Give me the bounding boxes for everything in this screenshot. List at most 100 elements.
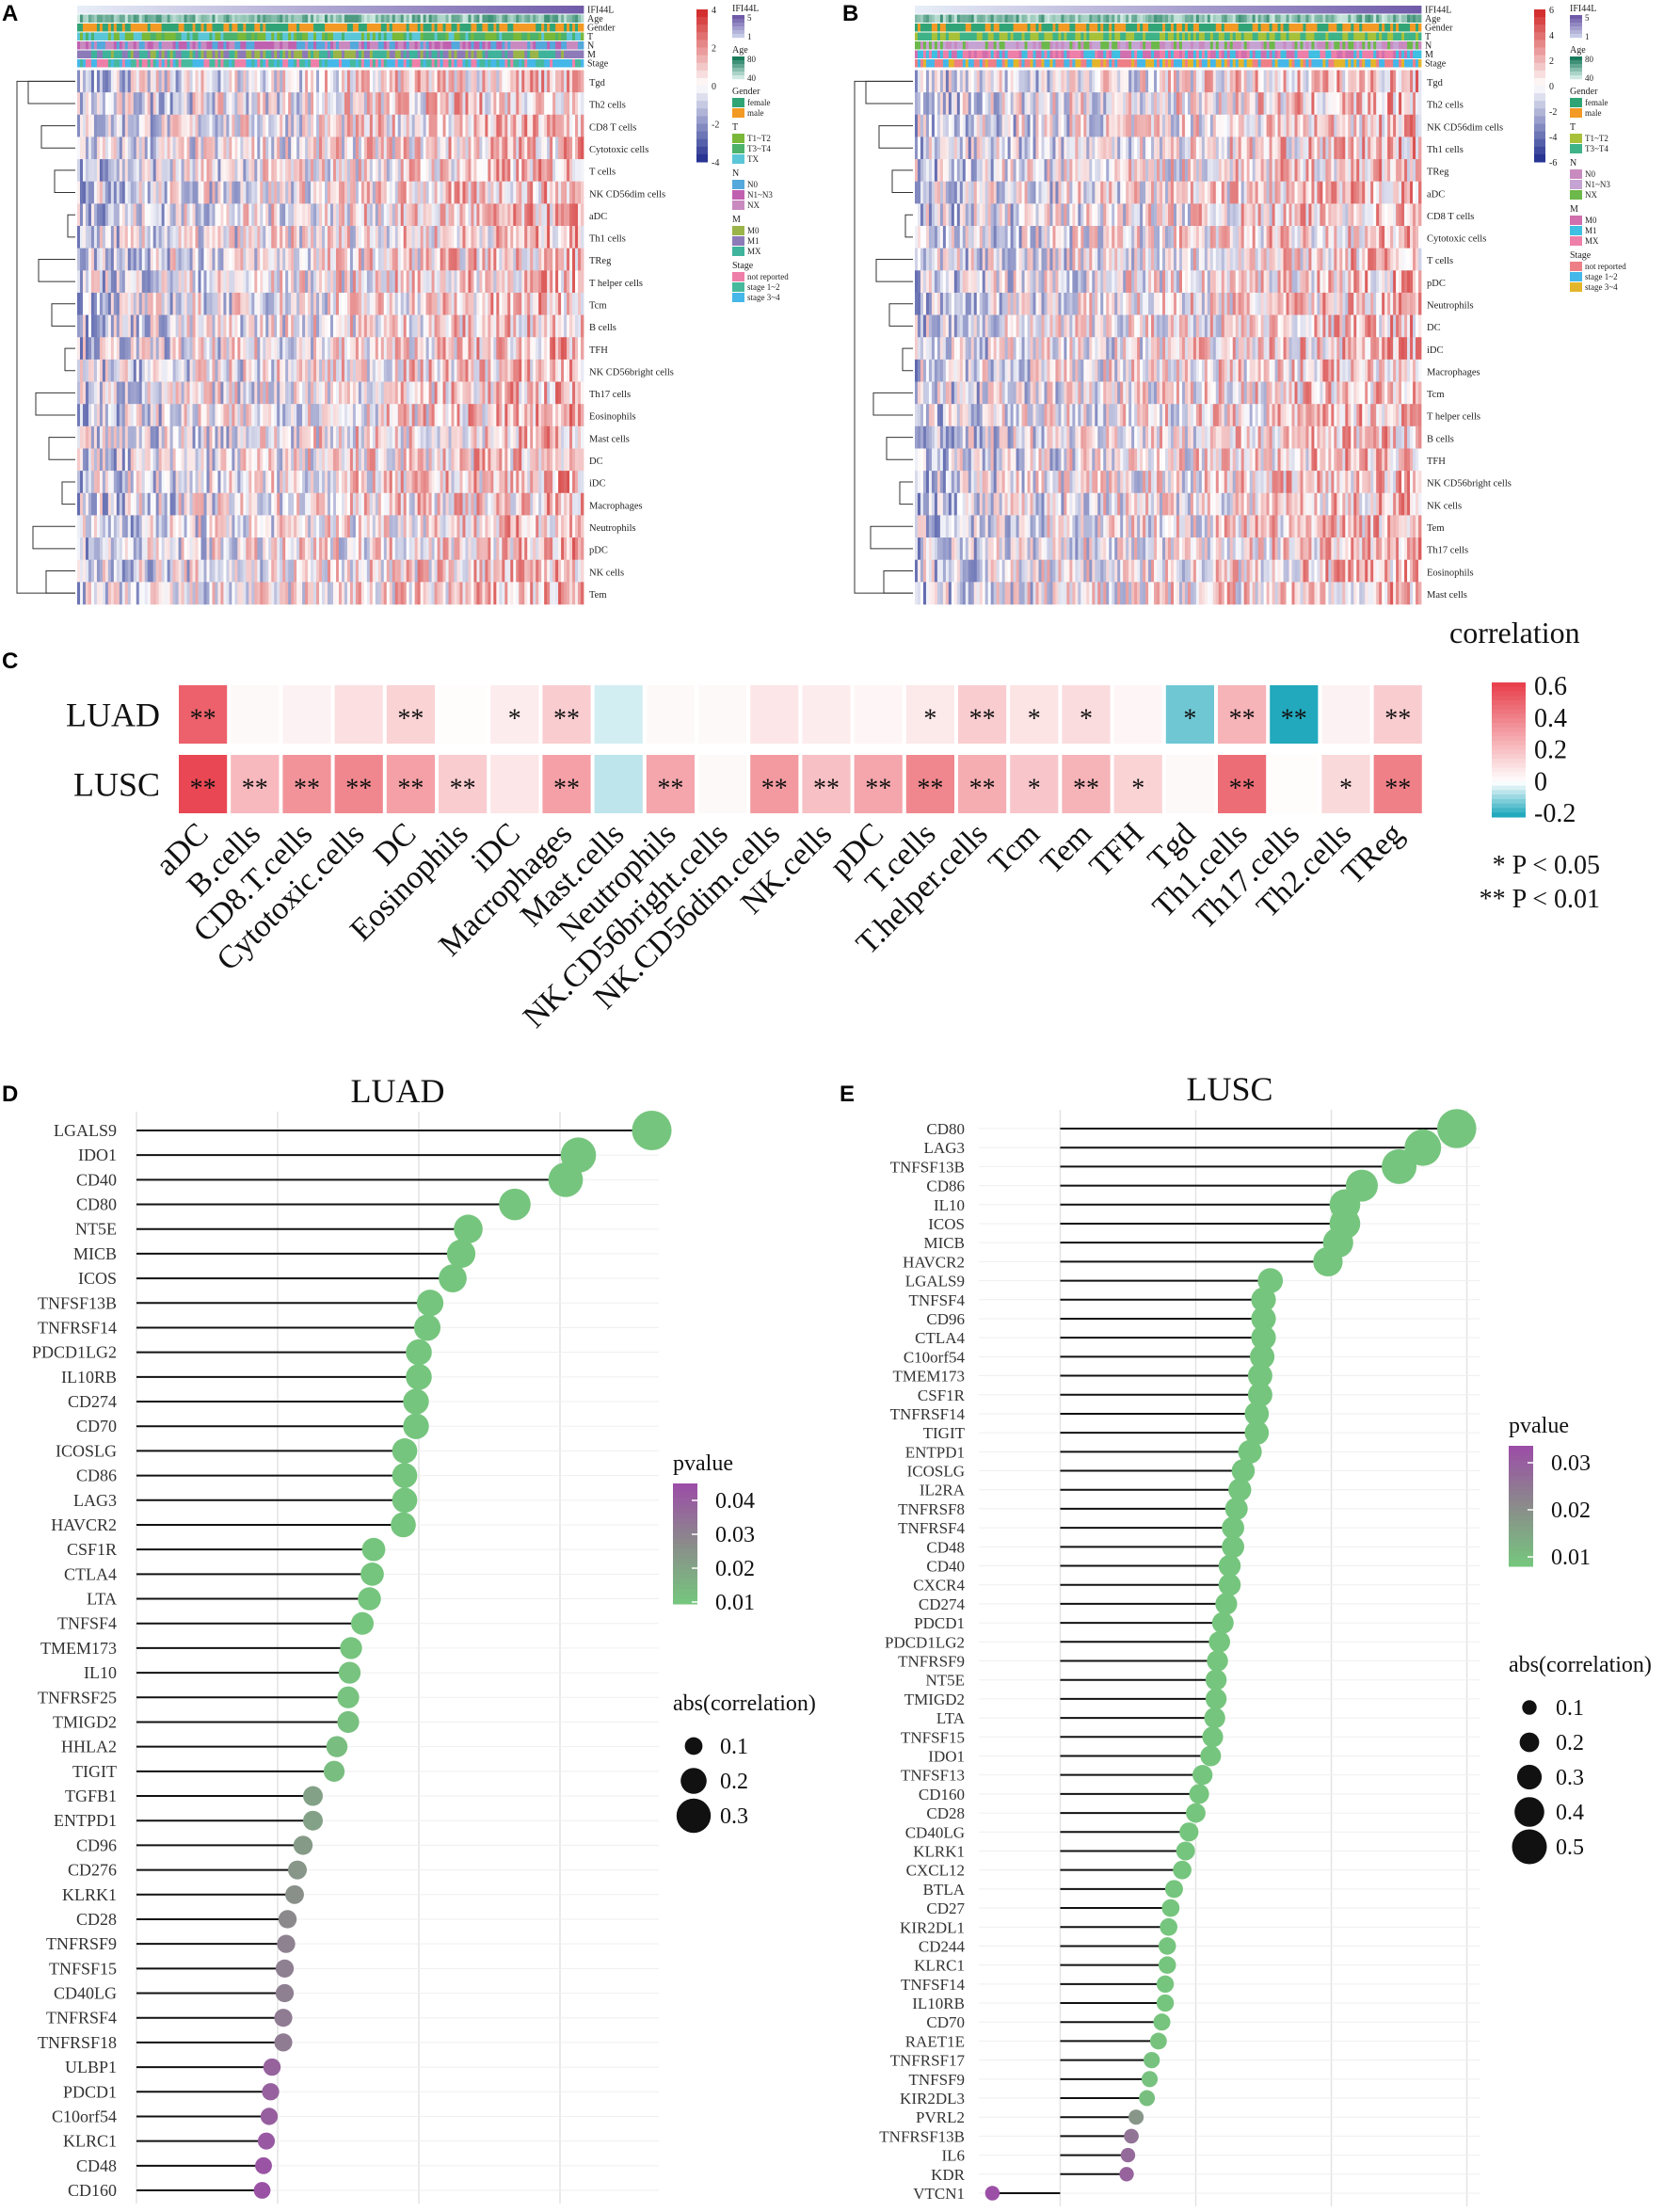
annotation-cell: [246, 32, 249, 40]
heatmap-cell: [330, 292, 334, 315]
annotation-cell: [302, 32, 306, 40]
heatmap-cell: [141, 471, 146, 494]
heatmap-cell: [341, 159, 345, 183]
heatmap-cell: [161, 70, 166, 93]
heatmap-cell: [476, 136, 480, 160]
heatmap-cell: [335, 404, 340, 427]
annotation-cell: [175, 59, 179, 68]
annotation-cell: [513, 6, 517, 14]
annotation-cell: [372, 50, 376, 58]
heatmap-cell: [338, 359, 343, 382]
annotation-cell: [456, 32, 460, 40]
annotation-cell: [322, 32, 326, 40]
heatmap-cell: [575, 136, 579, 160]
heatmap-cell: [144, 359, 149, 382]
heatmap-cell: [133, 404, 137, 427]
heatmap-cell: [524, 471, 528, 494]
heatmap-cell: [217, 226, 221, 248]
heatmap-cell: [406, 471, 410, 494]
heatmap-cell: [288, 92, 292, 116]
heatmap-cell: [516, 314, 520, 338]
heatmap-cell: [209, 337, 213, 361]
annotation-cell: [212, 41, 216, 50]
heatmap-cell: [328, 381, 331, 405]
heatmap-cell: [147, 270, 152, 294]
heatmap-cell: [425, 492, 430, 516]
heatmap-cell: [257, 226, 261, 248]
annotation-cell: [206, 50, 210, 58]
annotation-cell: [403, 32, 408, 40]
heatmap-cell: [144, 314, 149, 338]
heatmap-cell: [215, 292, 218, 315]
heatmap-cell: [200, 448, 204, 472]
heatmap-cell: [479, 314, 483, 338]
annotation-cell: [456, 14, 460, 23]
heatmap-cell: [110, 70, 115, 93]
heatmap-cell: [285, 448, 289, 472]
heatmap-cell: [96, 70, 101, 93]
heatmap-cell: [352, 471, 357, 494]
heatmap-cell: [355, 136, 360, 160]
heatmap-cell: [88, 381, 92, 405]
annotation-cell: [550, 50, 553, 58]
heatmap-cell: [431, 448, 435, 472]
heatmap-cell: [167, 248, 171, 271]
heatmap-cell: [277, 92, 280, 116]
heatmap-cell: [265, 203, 269, 227]
heatmap-cell: [158, 404, 163, 427]
heatmap-cell: [456, 114, 460, 137]
heatmap-cell: [451, 292, 455, 315]
heatmap-cell: [578, 226, 582, 248]
heatmap-cell: [147, 471, 152, 494]
heatmap-cell: [476, 203, 480, 227]
heatmap-cell: [445, 226, 449, 248]
annotation-cell: [406, 24, 410, 32]
heatmap-cell: [175, 292, 179, 315]
heatmap-cell: [124, 359, 129, 382]
annotation-cell: [133, 59, 137, 68]
heatmap-cell: [212, 359, 216, 382]
heatmap-cell: [141, 92, 146, 116]
heatmap-cell: [536, 270, 539, 294]
heatmap-cell: [257, 270, 261, 294]
heatmap-cell: [558, 248, 562, 271]
annotation-cell: [294, 41, 297, 50]
heatmap-cell: [136, 471, 140, 494]
annotation-cell: [383, 59, 388, 68]
annotation-cell: [195, 24, 199, 32]
heatmap-cell: [302, 136, 306, 160]
heatmap-cell: [519, 181, 522, 204]
heatmap-cell: [288, 337, 292, 361]
annotation-cell: [389, 50, 393, 58]
annotation-cell: [555, 41, 559, 50]
heatmap-cell: [414, 492, 419, 516]
heatmap-cell: [355, 337, 360, 361]
heatmap-cell: [550, 159, 553, 183]
heatmap-cell: [164, 70, 168, 93]
annotation-cell: [431, 32, 435, 40]
heatmap-cell: [456, 404, 460, 427]
heatmap-cell: [299, 337, 303, 361]
heatmap-cell: [417, 114, 422, 137]
heatmap-cell: [330, 70, 334, 93]
annotation-cell: [119, 32, 123, 40]
heatmap-cell: [172, 70, 177, 93]
heatmap-cell: [121, 381, 126, 405]
heatmap-cell: [141, 448, 146, 472]
heatmap-cell: [456, 381, 460, 405]
heatmap-cell: [451, 448, 455, 472]
heatmap-cell: [184, 425, 187, 449]
heatmap-cell: [375, 70, 379, 93]
annotation-cell: [445, 32, 449, 40]
heatmap-cell: [257, 381, 261, 405]
heatmap-cell: [567, 203, 570, 227]
heatmap-cell: [175, 425, 179, 449]
heatmap-cell: [263, 270, 266, 294]
heatmap-cell: [186, 425, 190, 449]
heatmap-cell: [265, 337, 269, 361]
heatmap-cell: [291, 314, 295, 338]
heatmap-cell: [375, 136, 379, 160]
heatmap-cell: [332, 70, 337, 93]
heatmap-cell: [186, 159, 190, 183]
heatmap-cell: [558, 226, 562, 248]
